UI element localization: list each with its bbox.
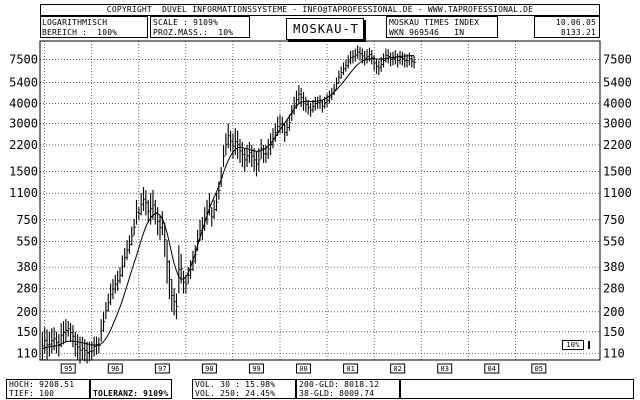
- x-tick-label: 99: [252, 365, 260, 373]
- gld38-label: 38-GLD: 8009.74: [299, 389, 375, 398]
- x-tick-label: 98: [205, 365, 213, 373]
- x-tick-label: 04: [488, 365, 496, 373]
- x-tick-box: [296, 363, 312, 374]
- proz-mass-label: PROZ.MASS.: 10%: [153, 28, 234, 37]
- y-tick-right: 380: [603, 260, 625, 274]
- header-index-box: MOSKAU TIMES INDEX WKN 969546 IN: [386, 16, 498, 38]
- x-tick-label: 05: [535, 365, 543, 373]
- y-tick-left: 750: [16, 213, 38, 227]
- hoch-label: HOCH: 9208.51: [9, 380, 75, 389]
- y-tick-left: 280: [16, 281, 38, 295]
- y-tick-left: 380: [16, 260, 38, 274]
- y-tick-right: 7500: [603, 53, 632, 67]
- footer-toleranz-box: TOLERANZ: 9109%: [90, 379, 172, 399]
- range-label: BEREICH : 100%: [42, 28, 118, 37]
- y-tick-left: 3000: [9, 116, 38, 130]
- scale-percent-box: 10%: [562, 340, 584, 350]
- footer-left-box: HOCH: 9208.51 TIEF: 100: [6, 379, 90, 399]
- x-tick-box: [390, 363, 406, 374]
- y-tick-left: 1100: [9, 186, 38, 200]
- y-tick-left: 7500: [9, 53, 38, 67]
- plot-frame: [39, 40, 601, 361]
- x-tick-label: 97: [158, 365, 166, 373]
- header-scale-box: SCALE : 9109% PROZ.MASS.: 10%: [150, 16, 250, 38]
- x-tick-box: [343, 363, 359, 374]
- x-tick-label: 95: [64, 365, 72, 373]
- y-tick-right: 5400: [603, 75, 632, 89]
- x-tick-label: 00: [299, 365, 307, 373]
- y-tick-right: 2200: [603, 138, 632, 152]
- y-tick-right: 1100: [603, 186, 632, 200]
- y-tick-right: 3000: [603, 116, 632, 130]
- x-tick-label: 02: [393, 365, 401, 373]
- x-tick-box: [154, 363, 170, 374]
- x-tick-label: 96: [111, 365, 119, 373]
- y-tick-right: 280: [603, 281, 625, 295]
- x-tick-box: [484, 363, 500, 374]
- y-tick-left: 2200: [9, 138, 38, 152]
- x-tick-box: [531, 363, 547, 374]
- chart-title: MOSKAU-T: [293, 22, 359, 36]
- footer-vol-box: VOL. 30 : 15.98% VOL. 250: 24.45%: [192, 379, 296, 399]
- y-tick-right: 150: [603, 325, 625, 339]
- y-tick-right: 110: [603, 346, 625, 360]
- header-date-box: 10.06.05 8133.21: [534, 16, 600, 38]
- y-tick-right: 1500: [603, 165, 632, 179]
- x-tick-label: 03: [440, 365, 448, 373]
- y-tick-left: 5400: [9, 75, 38, 89]
- y-tick-left: 550: [16, 234, 38, 248]
- y-tick-left: 110: [16, 346, 38, 360]
- moving-average-line: [42, 55, 415, 349]
- y-tick-left: 150: [16, 325, 38, 339]
- scale-bar-icon: [588, 341, 590, 349]
- y-tick-right: 550: [603, 234, 625, 248]
- tief-label: TIEF: 100: [9, 389, 55, 398]
- scale-mode-label: LOGARITHMISCH: [42, 18, 108, 27]
- gld200-label: 200-GLD: 8018.12: [299, 380, 380, 389]
- copyright-bar: COPYRIGHT DUVEL INFORMATIONSSYSTEME - IN…: [40, 4, 600, 16]
- x-tick-box: [437, 363, 453, 374]
- y-tick-right: 750: [603, 213, 625, 227]
- y-tick-left: 200: [16, 305, 38, 319]
- footer-empty-box: [400, 379, 634, 399]
- y-tick-right: 4000: [603, 96, 632, 110]
- header-left-box: LOGARITHMISCH BEREICH : 100%: [40, 16, 148, 38]
- vol250-label: VOL. 250: 24.45%: [195, 389, 276, 398]
- vol30-label: VOL. 30 : 15.98%: [195, 380, 276, 389]
- index-name: MOSKAU TIMES INDEX: [389, 18, 480, 27]
- title-box: MOSKAU-T: [286, 18, 364, 40]
- footer-gld-box: 200-GLD: 8018.12 38-GLD: 8009.74: [296, 379, 400, 399]
- x-tick-label: 01: [346, 365, 354, 373]
- date-label: 10.06.05: [555, 18, 596, 27]
- x-tick-box: [201, 363, 217, 374]
- y-tick-left: 1500: [9, 165, 38, 179]
- toleranz-label: TOLERANZ: 9109%: [93, 389, 169, 398]
- x-tick-box: [107, 363, 123, 374]
- y-tick-left: 4000: [9, 96, 38, 110]
- wkn-label: WKN 969546 IN: [389, 28, 465, 37]
- x-tick-box: [60, 363, 76, 374]
- last-value: 8133.21: [560, 28, 596, 37]
- x-tick-box: [248, 363, 264, 374]
- y-tick-right: 200: [603, 305, 625, 319]
- scale-label: SCALE : 9109%: [153, 18, 219, 27]
